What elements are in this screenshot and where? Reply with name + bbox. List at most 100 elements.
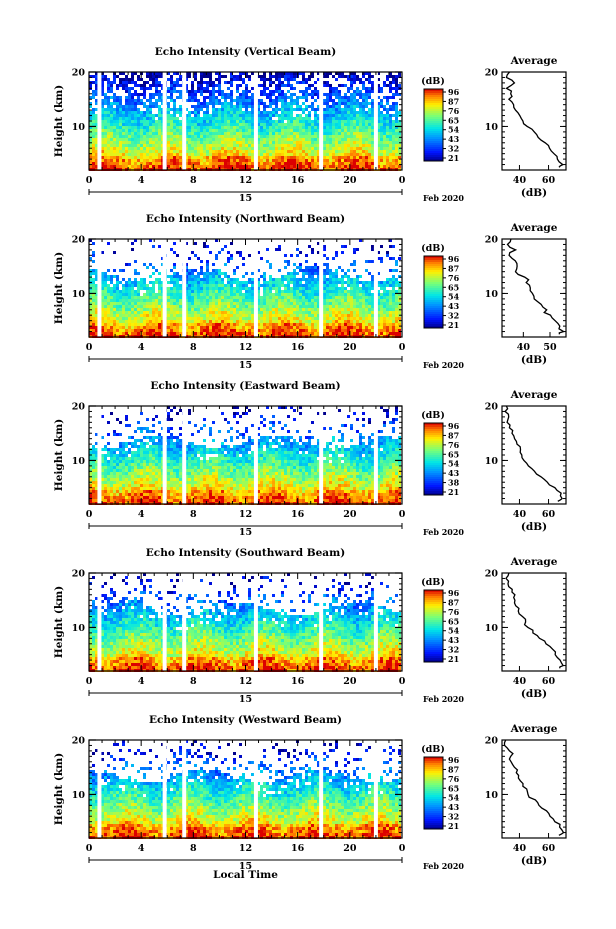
y-axis-label: Height (km) xyxy=(53,252,65,324)
x-tick-label: 0 xyxy=(86,843,93,854)
y-tick-label: 10 xyxy=(72,456,86,467)
colorbar-tick-label: 87 xyxy=(448,764,459,774)
data-gap xyxy=(182,573,187,671)
average-profile: Average 20 10 40 60(dB) xyxy=(485,389,567,533)
colorbar-label: (dB) xyxy=(421,577,445,588)
colorbar-label: (dB) xyxy=(421,243,445,254)
colorbar-tick-label: 96 xyxy=(448,421,460,431)
profile-y-tick-label: 20 xyxy=(485,569,499,580)
y-tick-label: 20 xyxy=(72,235,86,246)
colorbar-tick-label: 96 xyxy=(448,755,460,765)
profile-title: Average xyxy=(510,55,558,67)
profile-x-tick-label: 60 xyxy=(542,509,556,520)
heatmap xyxy=(89,740,401,839)
x-tick-label: 0 xyxy=(399,175,406,186)
heatmap xyxy=(89,239,401,338)
colorbar-tick-label: 65 xyxy=(448,783,459,793)
x-tick-label: 16 xyxy=(291,843,305,854)
profile-x-label: (dB) xyxy=(521,855,547,867)
data-gap xyxy=(162,239,167,337)
data-gap xyxy=(373,72,378,170)
x-tick-label: 4 xyxy=(138,676,145,687)
heatmap xyxy=(89,406,401,505)
x-tick-label: 16 xyxy=(291,342,305,353)
chart-panel: Echo Intensity (Westward Beam) 20 10 Height… xyxy=(53,714,567,872)
date-day-label: 15 xyxy=(239,527,252,538)
colorbar-tick-label: 96 xyxy=(448,588,460,598)
colorbar-tick-label: 21 xyxy=(448,320,459,330)
panel-title: Echo Intensity (Southward Beam) xyxy=(146,547,345,559)
colorbar-tick-label: 65 xyxy=(448,282,459,292)
x-tick-label: 20 xyxy=(343,175,357,186)
x-tick-label: 12 xyxy=(239,509,252,520)
colorbar-tick-label: 32 xyxy=(448,144,459,154)
colorbar-tick-label: 54 xyxy=(448,459,460,469)
chart-panel: Echo Intensity (Eastward Beam) 20 10 Height… xyxy=(53,380,567,538)
y-tick-label: 20 xyxy=(72,402,86,413)
chart-panel: Echo Intensity (Southward Beam) 20 10 Heigh… xyxy=(53,547,567,705)
x-tick-label: 8 xyxy=(190,342,197,353)
y-tick-label: 10 xyxy=(72,790,86,801)
colorbar-label: (dB) xyxy=(421,76,445,87)
data-gap xyxy=(253,239,258,337)
colorbar-tick-label: 76 xyxy=(448,273,460,283)
colorbar-tick-label: 76 xyxy=(448,774,460,784)
colorbar-tick-label: 43 xyxy=(448,134,460,144)
profile-y-tick-label: 20 xyxy=(485,68,499,79)
data-gap xyxy=(319,72,324,170)
y-tick-label: 10 xyxy=(72,289,86,300)
x-tick-label: 16 xyxy=(291,676,305,687)
colorbar-tick-label: 96 xyxy=(448,254,460,264)
date-month-label: Feb 2020 xyxy=(423,694,464,704)
data-gap xyxy=(253,740,258,838)
x-tick-label: 4 xyxy=(138,843,145,854)
date-day-label: 15 xyxy=(239,861,252,872)
profile-x-tick-label: 60 xyxy=(542,175,556,186)
colorbar-tick-label: 21 xyxy=(448,487,459,497)
profile-x-label: (dB) xyxy=(521,354,547,366)
data-gap xyxy=(373,239,378,337)
y-axis-label: Height (km) xyxy=(53,85,65,157)
profile-line xyxy=(504,405,563,502)
panel-title: Echo Intensity (Westward Beam) xyxy=(149,714,342,726)
profile-x-tick-label: 60 xyxy=(542,843,556,854)
data-gap xyxy=(253,406,258,504)
y-axis-label: Height (km) xyxy=(53,753,65,825)
profile-y-tick-label: 10 xyxy=(485,122,499,133)
data-gap xyxy=(97,573,102,671)
date-month-label: Feb 2020 xyxy=(423,527,464,537)
x-tick-label: 4 xyxy=(138,509,145,520)
x-axis-label: Local Time xyxy=(213,869,278,881)
colorbar-tick-label: 32 xyxy=(448,645,459,655)
x-tick-label: 8 xyxy=(190,843,197,854)
y-tick-label: 10 xyxy=(72,623,86,634)
profile-line xyxy=(506,238,566,335)
profile-y-tick-label: 20 xyxy=(485,402,499,413)
heatmap xyxy=(89,72,401,171)
average-profile: Average 20 10 40 60(dB) xyxy=(485,55,567,199)
profile-y-tick-label: 20 xyxy=(485,235,499,246)
x-tick-label: 20 xyxy=(343,843,357,854)
x-tick-label: 4 xyxy=(138,175,145,186)
x-tick-label: 12 xyxy=(239,175,252,186)
colorbar-tick-label: 38 xyxy=(448,478,460,488)
profile-y-tick-label: 10 xyxy=(485,790,499,801)
profile-title: Average xyxy=(510,222,558,234)
data-gap xyxy=(97,406,102,504)
colorbar-label: (dB) xyxy=(421,744,445,755)
data-gap xyxy=(253,573,258,671)
x-tick-label: 16 xyxy=(291,175,305,186)
panel-title: Echo Intensity (Northward Beam) xyxy=(146,213,345,225)
date-day-label: 15 xyxy=(239,360,252,371)
x-tick-label: 0 xyxy=(86,175,93,186)
colorbar-tick-label: 76 xyxy=(448,440,460,450)
y-tick-label: 20 xyxy=(72,68,86,79)
profile-line xyxy=(505,71,565,168)
date-day-label: 15 xyxy=(239,193,252,204)
colorbar-tick-label: 43 xyxy=(448,802,460,812)
heatmap xyxy=(89,573,401,672)
x-tick-label: 20 xyxy=(343,676,357,687)
x-tick-label: 0 xyxy=(86,342,93,353)
